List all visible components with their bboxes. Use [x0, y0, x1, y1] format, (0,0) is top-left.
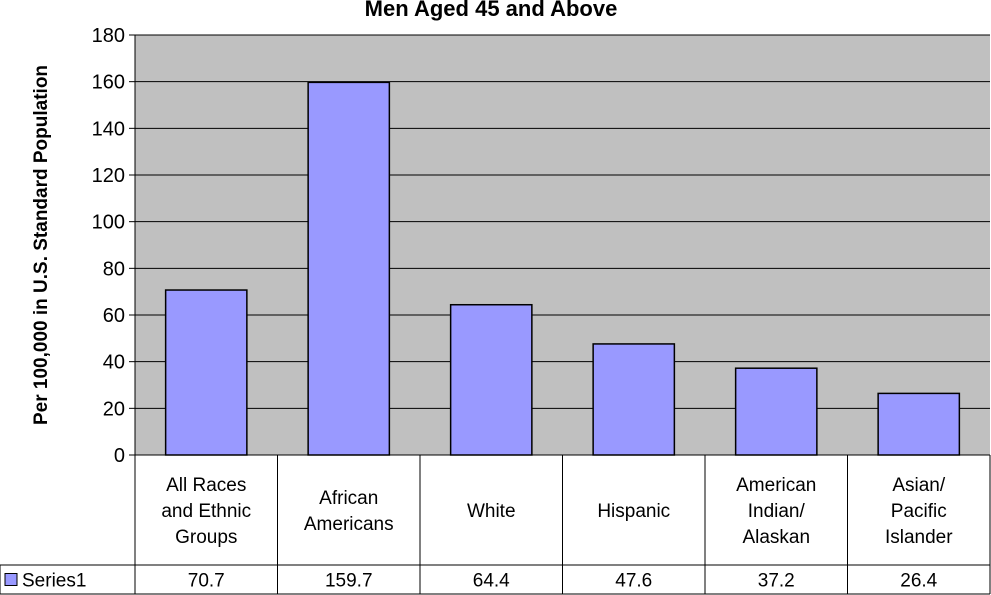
category-label-line: White	[467, 501, 516, 522]
y-tick-label: 180	[92, 25, 125, 47]
category-label: African Americans	[304, 488, 394, 535]
bars	[164, 81, 961, 456]
category-label-line: Asian/	[892, 475, 946, 496]
plot-area	[135, 35, 990, 455]
category-label-line: Groups	[175, 527, 237, 548]
category-label-line: All Races	[166, 475, 246, 496]
table-value: 70.7	[188, 571, 225, 592]
category-label: White	[467, 501, 516, 522]
y-tick-label: 40	[103, 352, 125, 374]
table-value: 47.6	[615, 571, 652, 592]
category-label-line: and Ethnic	[161, 501, 251, 522]
bar	[307, 81, 391, 456]
y-tick-label: 20	[103, 398, 125, 420]
table-value: 26.4	[900, 571, 937, 592]
category-label: Asian/Pacific Islander	[885, 475, 953, 548]
y-tick-label: 140	[92, 118, 125, 140]
category-label-line: Hispanic	[597, 501, 670, 522]
legend-key	[4, 573, 18, 586]
data-table: All Races and Ethnic Groups African American…	[0, 454, 991, 595]
series-name: Series1	[22, 571, 86, 592]
y-axis-label: Per 100,000 in U.S. Standard Population	[31, 65, 52, 425]
bar	[164, 289, 248, 456]
y-tick-label: 80	[103, 258, 125, 280]
gridlines	[135, 34, 990, 409]
category-label-line: Pacific	[891, 501, 947, 522]
table-value: 64.4	[473, 571, 510, 592]
bar	[877, 392, 961, 456]
category-label: Hispanic	[597, 501, 670, 522]
bar	[592, 343, 676, 456]
y-tick-label: 60	[103, 305, 125, 327]
category-label-line: Alaskan	[742, 527, 810, 548]
category-label-line: African	[319, 488, 378, 509]
category-label-line: Americans	[304, 514, 394, 535]
y-axis-ticks: 0 20 40 60 80 100 120 140 160 180	[92, 25, 136, 467]
y-tick-label: 0	[114, 445, 125, 467]
category-label-line: Islander	[885, 527, 953, 548]
category-label: All Races and Ethnic Groups	[161, 475, 251, 548]
table-value: 159.7	[325, 571, 373, 592]
chart-title: Men Aged 45 and Above	[365, 0, 618, 21]
bar	[449, 303, 533, 456]
table-value: 37.2	[758, 571, 795, 592]
y-tick-label: 100	[92, 212, 125, 234]
category-label-line: American	[736, 475, 816, 496]
category-label-line: Indian/	[748, 501, 806, 522]
bar	[734, 367, 818, 456]
category-label: American Indian/Alaskan	[736, 475, 816, 548]
y-tick-label: 120	[92, 165, 125, 187]
y-tick-label: 160	[92, 72, 125, 94]
